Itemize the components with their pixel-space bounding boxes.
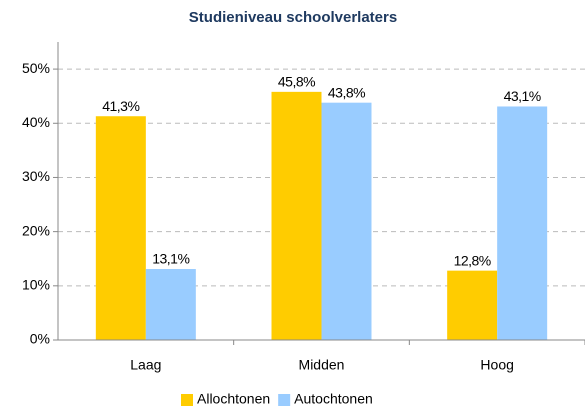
value-label: 13,1% [152,251,189,267]
x-tick-label: Laag [130,357,161,373]
bar [447,270,498,340]
value-label: 12,8% [454,252,491,268]
value-label: 41,3% [102,98,139,114]
value-label: 45,8% [278,74,315,90]
y-tick-label: 50% [22,60,50,76]
value-label: 43,8% [328,84,365,100]
legend-label: Allochtonen [197,391,270,407]
bar [497,106,548,340]
x-tick-label: Hoog [480,357,513,373]
bar [271,91,322,340]
y-tick-label: 40% [22,114,50,130]
bar [95,116,146,340]
y-tick-label: 0% [30,331,50,347]
bar [145,269,196,340]
chart-title: Studieniveau schoolverlaters [189,9,397,26]
y-tick-label: 20% [22,222,50,238]
legend-swatch [181,394,193,406]
y-tick-label: 30% [22,168,50,184]
x-tick-label: Midden [299,357,345,373]
y-tick-label: 10% [22,277,50,293]
legend-swatch [278,394,291,406]
value-label: 43,1% [504,88,541,104]
bar [321,102,372,340]
legend-label: Autochtonen [294,391,373,407]
